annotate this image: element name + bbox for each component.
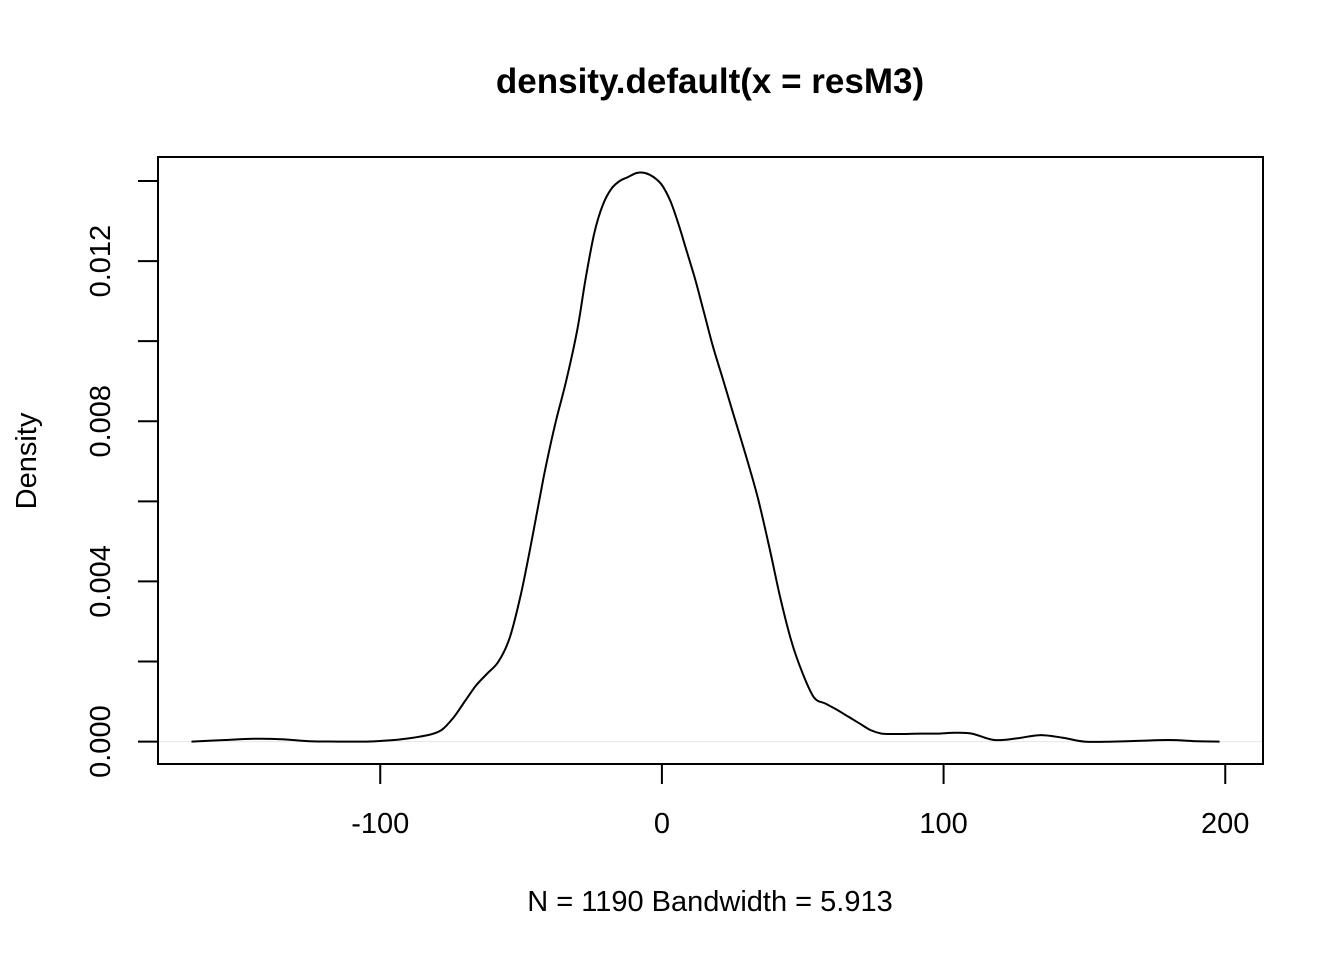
x-tick-label: 100 — [919, 808, 967, 840]
density-curve — [191, 171, 1220, 743]
x-axis: -100 0 100 200 — [351, 763, 1249, 840]
y-tick-label: 0.012 — [85, 225, 117, 298]
plot-box — [157, 156, 1264, 765]
y-axis-label: Density — [11, 412, 43, 509]
y-tick-label: 0.004 — [85, 545, 117, 618]
x-tick-label: 0 — [654, 808, 670, 840]
y-tick-label: 0.008 — [85, 385, 117, 458]
x-tick-label: 200 — [1201, 808, 1249, 840]
x-tick-label: -100 — [351, 808, 409, 840]
chart-title: density.default(x = resM3) — [496, 62, 924, 101]
y-axis: 0.000 0.004 0.008 0.012 — [85, 180, 159, 778]
y-tick-label: 0.000 — [85, 705, 117, 778]
x-axis-label: N = 1190 Bandwidth = 5.913 — [527, 886, 892, 918]
